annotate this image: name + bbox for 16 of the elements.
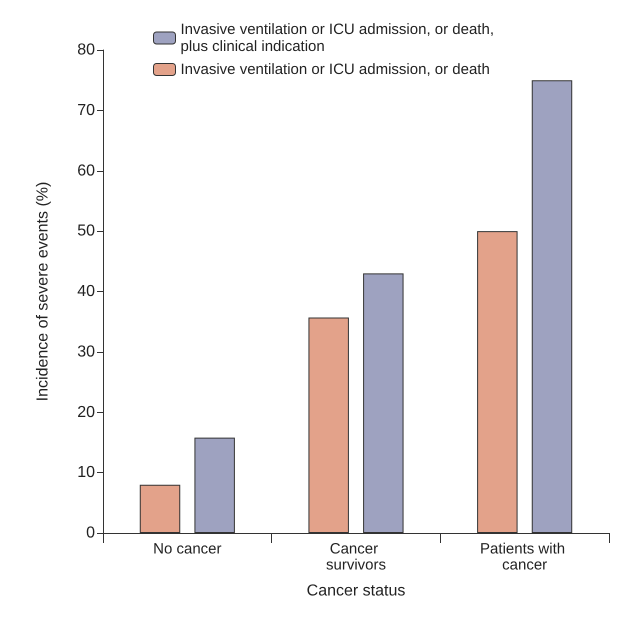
y-tick-label: 30 <box>77 343 96 360</box>
x-tick-label: Cancer survivors <box>326 540 386 574</box>
y-tick-label: 20 <box>77 404 96 421</box>
x-tick-label: No cancer <box>153 540 222 558</box>
y-axis-title: Incidence of severe events (%) <box>34 182 52 402</box>
y-tick-label: 60 <box>77 162 96 180</box>
legend-label: Invasive ventilation or ICU admission, or death, plus clinical indication <box>180 21 498 55</box>
y-tick-label: 0 <box>86 524 96 542</box>
y-tick-label: 50 <box>77 222 96 240</box>
y-tick-label: 70 <box>77 102 96 119</box>
y-tick-label: 80 <box>77 42 96 58</box>
x-tick-label: Patients with cancer <box>480 540 570 574</box>
y-tick-label: 40 <box>77 283 96 300</box>
x-axis-title: Cancer status <box>306 582 406 600</box>
legend-label: Invasive ventilation or ICU admission, or death <box>180 61 490 78</box>
y-tick-label: 10 <box>77 464 96 482</box>
